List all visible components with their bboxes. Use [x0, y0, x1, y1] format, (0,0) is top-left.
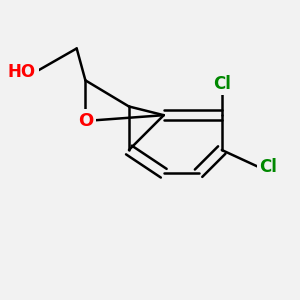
Text: HO: HO [8, 63, 36, 81]
Text: O: O [78, 112, 93, 130]
Text: Cl: Cl [213, 75, 231, 93]
Text: Cl: Cl [260, 158, 278, 176]
